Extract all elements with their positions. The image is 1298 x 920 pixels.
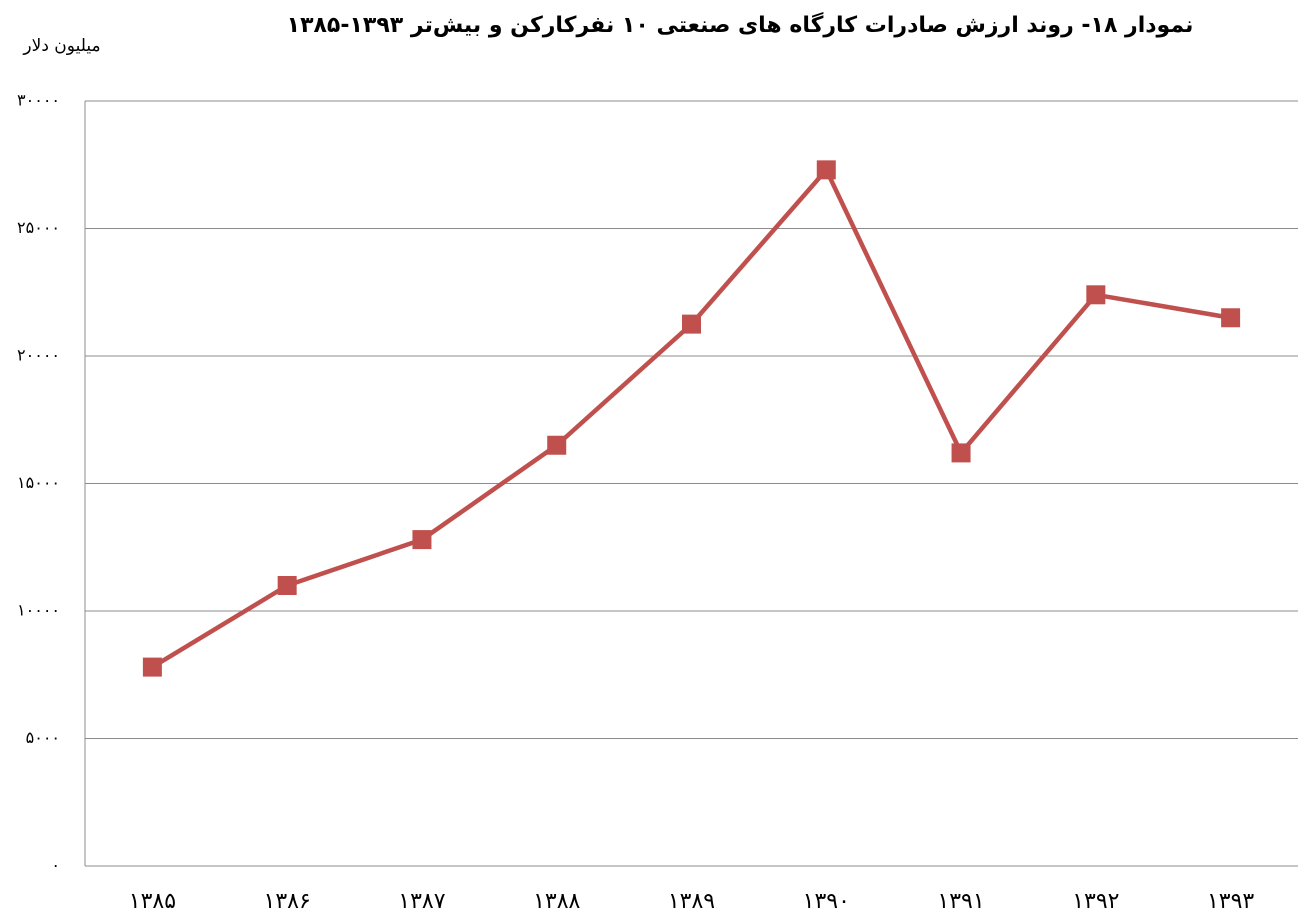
y-tick-label: ۱۵۰۰۰ <box>17 473 60 492</box>
x-tick-label: ۱۳۹۲ <box>1072 889 1119 914</box>
y-tick-label: ۰ <box>51 856 60 875</box>
y-tick-label: ۵۰۰۰ <box>26 728 60 747</box>
y-axis-label: میلیون دلار <box>22 36 100 56</box>
y-tick-label: ۳۰۰۰۰ <box>17 91 60 110</box>
x-tick-label: ۱۳۹۳ <box>1207 889 1254 914</box>
marker <box>1086 285 1106 305</box>
x-tick-label: ۱۳۸۷ <box>398 889 445 914</box>
x-tick-label: ۱۳۹۱ <box>937 889 984 914</box>
x-tick-label: ۱۳۸۶ <box>264 889 311 914</box>
marker <box>142 657 162 677</box>
y-tick-label: ۲۵۰۰۰ <box>17 218 60 237</box>
chart-title: نمودار ۱۸- روند ارزش صادرات کارگاه های ص… <box>287 11 1194 38</box>
x-tick-label: ۱۳۸۸ <box>533 889 580 914</box>
marker <box>951 443 971 463</box>
marker <box>277 576 297 595</box>
x-tick-label: ۱۳۸۵ <box>129 889 176 914</box>
line <box>151 167 1231 670</box>
marker <box>1221 308 1241 328</box>
marker <box>412 530 432 550</box>
marker <box>682 314 701 334</box>
marker <box>547 435 567 455</box>
x-tick-label: ۱۳۹۰ <box>803 889 850 914</box>
y-tick-label: ۲۰۰۰۰ <box>17 346 60 365</box>
y-tick-label: ۱۰۰۰۰ <box>17 601 60 620</box>
marker <box>816 160 836 180</box>
x-tick-label: ۱۳۸۹ <box>668 889 715 914</box>
